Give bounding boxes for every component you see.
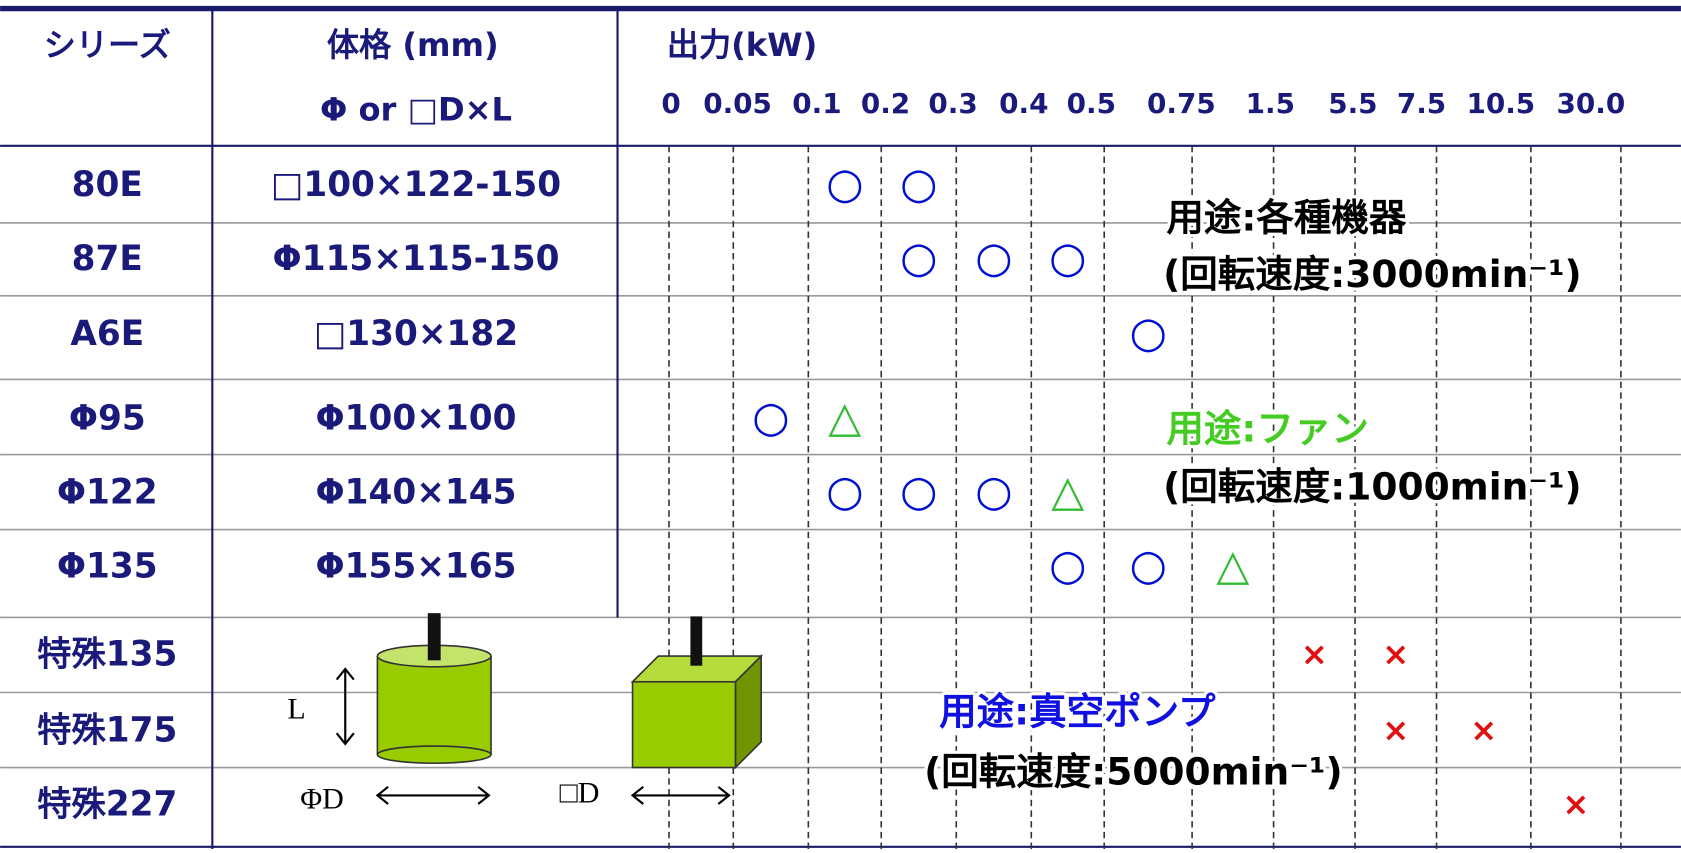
dim-label: ΦD <box>300 783 344 816</box>
output-tick: 0.05 <box>703 87 772 120</box>
size: Φ155×165 <box>315 547 516 587</box>
series-name: Φ122 <box>57 473 158 513</box>
mark: ○ <box>752 393 789 443</box>
mark: × <box>1382 635 1409 673</box>
size: Φ115×115-150 <box>273 239 560 279</box>
output-tick: 30.0 <box>1557 87 1626 120</box>
series-name: 87E <box>72 239 143 279</box>
series-name: 特殊135 <box>37 635 177 675</box>
mark: ○ <box>1129 308 1166 358</box>
dim-label: L <box>287 693 305 726</box>
use-label: 用途:真空ポンプ <box>939 689 1216 733</box>
output-tick: 7.5 <box>1397 87 1446 120</box>
size: □130×182 <box>314 314 518 354</box>
series-name: 特殊227 <box>37 785 177 825</box>
series-name: 80E <box>72 165 143 205</box>
mark: ○ <box>900 159 937 209</box>
mark: ○ <box>1049 541 1086 591</box>
size: □100×122-150 <box>271 165 561 205</box>
series-name: 特殊175 <box>37 711 177 751</box>
cylinder-icon <box>376 613 492 765</box>
mark: ○ <box>1049 233 1086 283</box>
mark: ○ <box>826 159 863 209</box>
speed-label: (回転速度:5000min⁻¹) <box>924 749 1343 793</box>
mark: ○ <box>975 233 1012 283</box>
mark: × <box>1382 711 1409 749</box>
output-tick: 0.75 <box>1147 87 1216 120</box>
speed-label: (回転速度:3000min⁻¹) <box>1163 252 1582 296</box>
mark: △ <box>828 393 861 443</box>
header-size-sub: Φ or □D×L <box>320 90 512 128</box>
size: Φ100×100 <box>315 399 516 439</box>
mark: × <box>1562 785 1589 823</box>
mark: × <box>1470 711 1497 749</box>
header-size: 体格 (mm) <box>327 26 499 64</box>
use-label: 用途:各種機器 <box>1166 195 1406 239</box>
output-tick: 10.5 <box>1466 87 1535 120</box>
mark: △ <box>1216 541 1249 591</box>
series-name: Φ95 <box>69 399 146 439</box>
series-name: A6E <box>70 314 144 354</box>
output-tick: 0.2 <box>861 87 910 120</box>
mark: ○ <box>826 467 863 517</box>
mark: △ <box>1051 467 1084 517</box>
output-tick: 0.4 <box>999 87 1048 120</box>
mark: ○ <box>900 233 937 283</box>
output-tick: 1.5 <box>1246 87 1295 120</box>
mark: ○ <box>975 467 1012 517</box>
mark: ○ <box>1129 541 1166 591</box>
dimension-arrows <box>335 667 731 805</box>
output-tick: 0.3 <box>928 87 977 120</box>
speed-label: (回転速度:1000min⁻¹) <box>1163 464 1582 508</box>
output-tick: 5.5 <box>1328 87 1377 120</box>
header-series: シリーズ <box>44 26 171 64</box>
mark: × <box>1301 635 1328 673</box>
use-label: 用途:ファン <box>1166 406 1369 450</box>
cube-icon <box>630 616 764 770</box>
mark: ○ <box>900 467 937 517</box>
output-tick: 0.5 <box>1067 87 1116 120</box>
series-name: Φ135 <box>57 547 158 587</box>
output-tick: 0.1 <box>792 87 841 120</box>
dim-label: □D <box>560 776 600 809</box>
output-tick: 0 <box>661 87 680 120</box>
header-output: 出力(kW) <box>667 26 818 64</box>
size: Φ140×145 <box>315 473 516 513</box>
